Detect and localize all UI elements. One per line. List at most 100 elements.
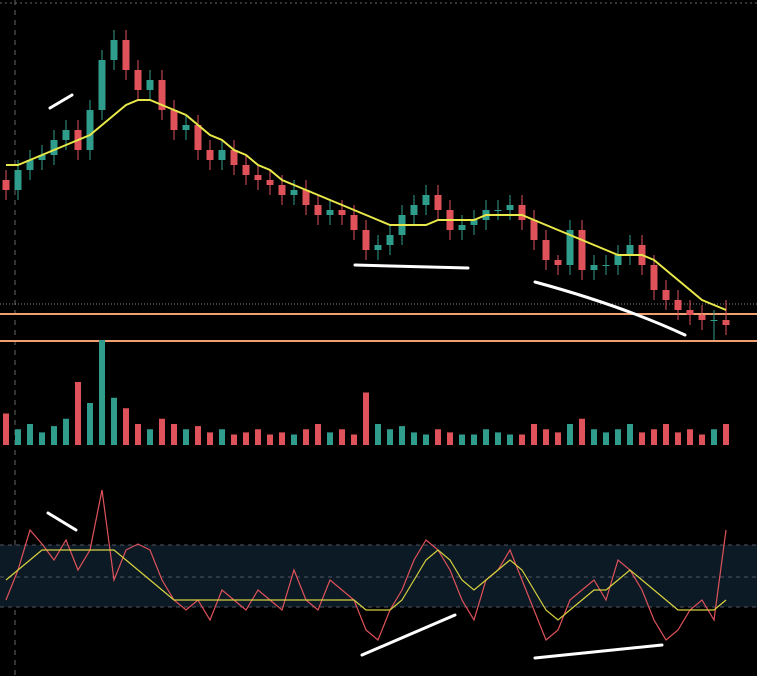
candle-body [650,265,658,290]
volume-bar [495,432,501,445]
candle-body [686,310,694,315]
candle-body [38,155,46,160]
volume-bar [147,429,153,445]
candle-body [326,210,334,215]
candle-body [374,245,382,250]
candle-body [362,230,370,250]
volume-bar [207,432,213,445]
layers [0,30,757,641]
volume-bar [471,434,477,445]
volume-bar [63,418,69,445]
oscillator-band [0,545,757,607]
candle-body [722,320,730,325]
volume-bar [27,424,33,445]
candle-body [242,165,250,175]
candle-body [590,265,598,270]
candle-body [122,40,130,70]
candle-body [26,160,34,170]
volume-bar [159,418,165,445]
candle-body [506,205,514,210]
candle-body [614,255,622,265]
volume-bar [51,426,57,445]
volume-bar [711,429,717,445]
candle-body [230,150,238,165]
volume-bar [303,429,309,445]
volume-bar [627,424,633,445]
candle-body [470,220,478,225]
candle-body [86,110,94,150]
candle-body [62,130,70,140]
candle-body [266,180,274,185]
candle-body [422,195,430,205]
candle-body [710,320,718,321]
volume-bar [411,432,417,445]
volume-bar [375,424,381,445]
candle-body [146,80,154,90]
candle-body [626,245,634,255]
candle-body [50,140,58,155]
trendline [46,511,78,532]
volume-bar [483,429,489,445]
trendline [48,93,74,110]
candle-body [338,210,346,215]
volume-bar [579,418,585,445]
candle-body [530,220,538,240]
volume-bar [327,432,333,445]
candle-body [494,210,502,211]
candle-body [662,290,670,300]
moving-average [6,99,727,311]
volume-bar [75,382,81,445]
candle-body [158,80,166,110]
volume-bar [663,424,669,445]
volume-bar [687,429,693,445]
candle-body [14,170,22,190]
candle-body [170,110,178,130]
volume-bar [399,426,405,445]
candle-body [518,205,526,220]
volume-bar [255,429,261,445]
volume-bar [423,434,429,445]
candle-body [410,205,418,215]
volume-bar [639,432,645,445]
candle-body [674,300,682,310]
volume-bar [519,434,525,445]
volume-bar [567,424,573,445]
candle-body [542,240,550,260]
volume-bar [531,424,537,445]
trendlines [46,93,687,660]
volume-bar [447,432,453,445]
candle-body [602,265,610,266]
oscillator-line [5,549,727,621]
trendline [353,263,470,270]
volume-bar [3,413,9,445]
volume-bar [15,429,21,445]
candle-body [206,150,214,160]
volume-bar [675,432,681,445]
volume-bar [363,392,369,445]
volume-bar [99,340,105,445]
candle-body [578,230,586,270]
candle-body [314,205,322,215]
volume-bar [111,397,117,445]
candle-body [110,40,118,60]
candle-body [554,260,562,265]
volume-bar [267,434,273,445]
volume-bar [195,426,201,445]
candle-body [182,125,190,130]
volume-bar [243,432,249,445]
volume-bar [603,432,609,445]
volume-bar [171,424,177,445]
candle-body [698,315,706,320]
trendline [533,280,687,337]
volume-bar [87,403,93,445]
volume-bar [591,429,597,445]
volume-bar [543,429,549,445]
volume-bar [135,424,141,445]
candle-body [290,190,298,195]
candle-body [2,180,10,190]
candle-body [98,60,106,110]
candle-body [134,70,142,90]
volume-bar [219,429,225,445]
volume-bar [339,429,345,445]
volume-bar [123,408,129,445]
